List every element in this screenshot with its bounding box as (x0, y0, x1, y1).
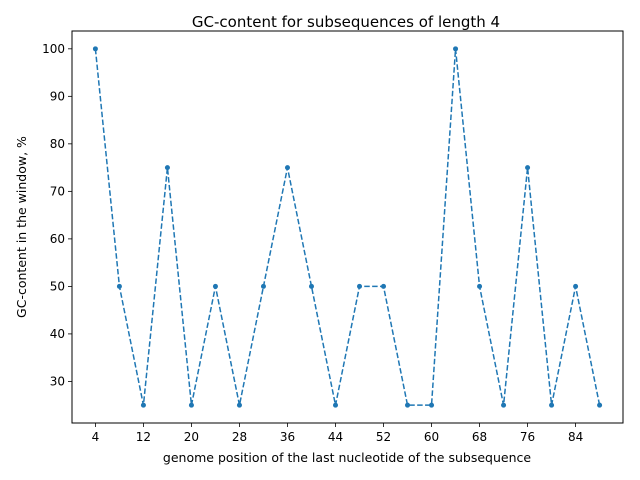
plot-area (92, 46, 603, 408)
data-point (164, 165, 170, 171)
data-point (140, 402, 146, 408)
data-point (501, 402, 507, 408)
x-tick-label: 76 (520, 430, 535, 444)
data-point (284, 165, 290, 171)
x-tick-label: 60 (424, 430, 439, 444)
x-axis-label: genome position of the last nucleotide o… (163, 450, 531, 465)
y-axis-label: GC-content in the window, % (14, 136, 29, 318)
data-point (573, 283, 579, 289)
x-tick-label: 12 (136, 430, 151, 444)
data-point (597, 402, 603, 408)
data-point (308, 283, 314, 289)
x-tick-label: 4 (92, 430, 100, 444)
data-point (92, 46, 98, 52)
y-tick-label: 90 (50, 90, 65, 104)
x-tick-label: 84 (568, 430, 583, 444)
data-point (260, 283, 266, 289)
data-point (477, 283, 483, 289)
x-tick-label: 28 (232, 430, 247, 444)
x-tick-label: 36 (280, 430, 295, 444)
data-point (357, 283, 362, 289)
data-point (212, 283, 218, 289)
data-point (116, 283, 122, 289)
y-tick-label: 50 (50, 280, 65, 294)
data-point (429, 402, 435, 408)
y-tick-label: 30 (50, 375, 65, 389)
y-tick-label: 60 (50, 232, 65, 246)
data-point (381, 283, 387, 289)
axis-ticks: 4 12 20 28 36 44 52 60 68 76 84 30 40 50 60 70 80 90 100 (42, 42, 583, 444)
data-point (405, 402, 411, 408)
data-point (549, 402, 555, 408)
axes-frame (71, 30, 624, 424)
x-tick-label: 20 (184, 430, 199, 444)
y-tick-label: 70 (50, 185, 65, 199)
data-point (236, 402, 242, 408)
data-point (453, 46, 459, 52)
data-point (333, 402, 338, 408)
data-point (525, 165, 531, 171)
x-tick-label: 52 (376, 430, 391, 444)
y-tick-label: 40 (50, 327, 65, 341)
y-tick-label: 100 (42, 42, 65, 56)
data-point (188, 402, 194, 408)
series-line (94, 48, 601, 406)
y-tick-label: 80 (50, 137, 65, 151)
x-tick-label: 68 (472, 430, 487, 444)
x-tick-label: 44 (328, 430, 343, 444)
chart-title: GC-content for subsequences of length 4 (192, 13, 500, 31)
